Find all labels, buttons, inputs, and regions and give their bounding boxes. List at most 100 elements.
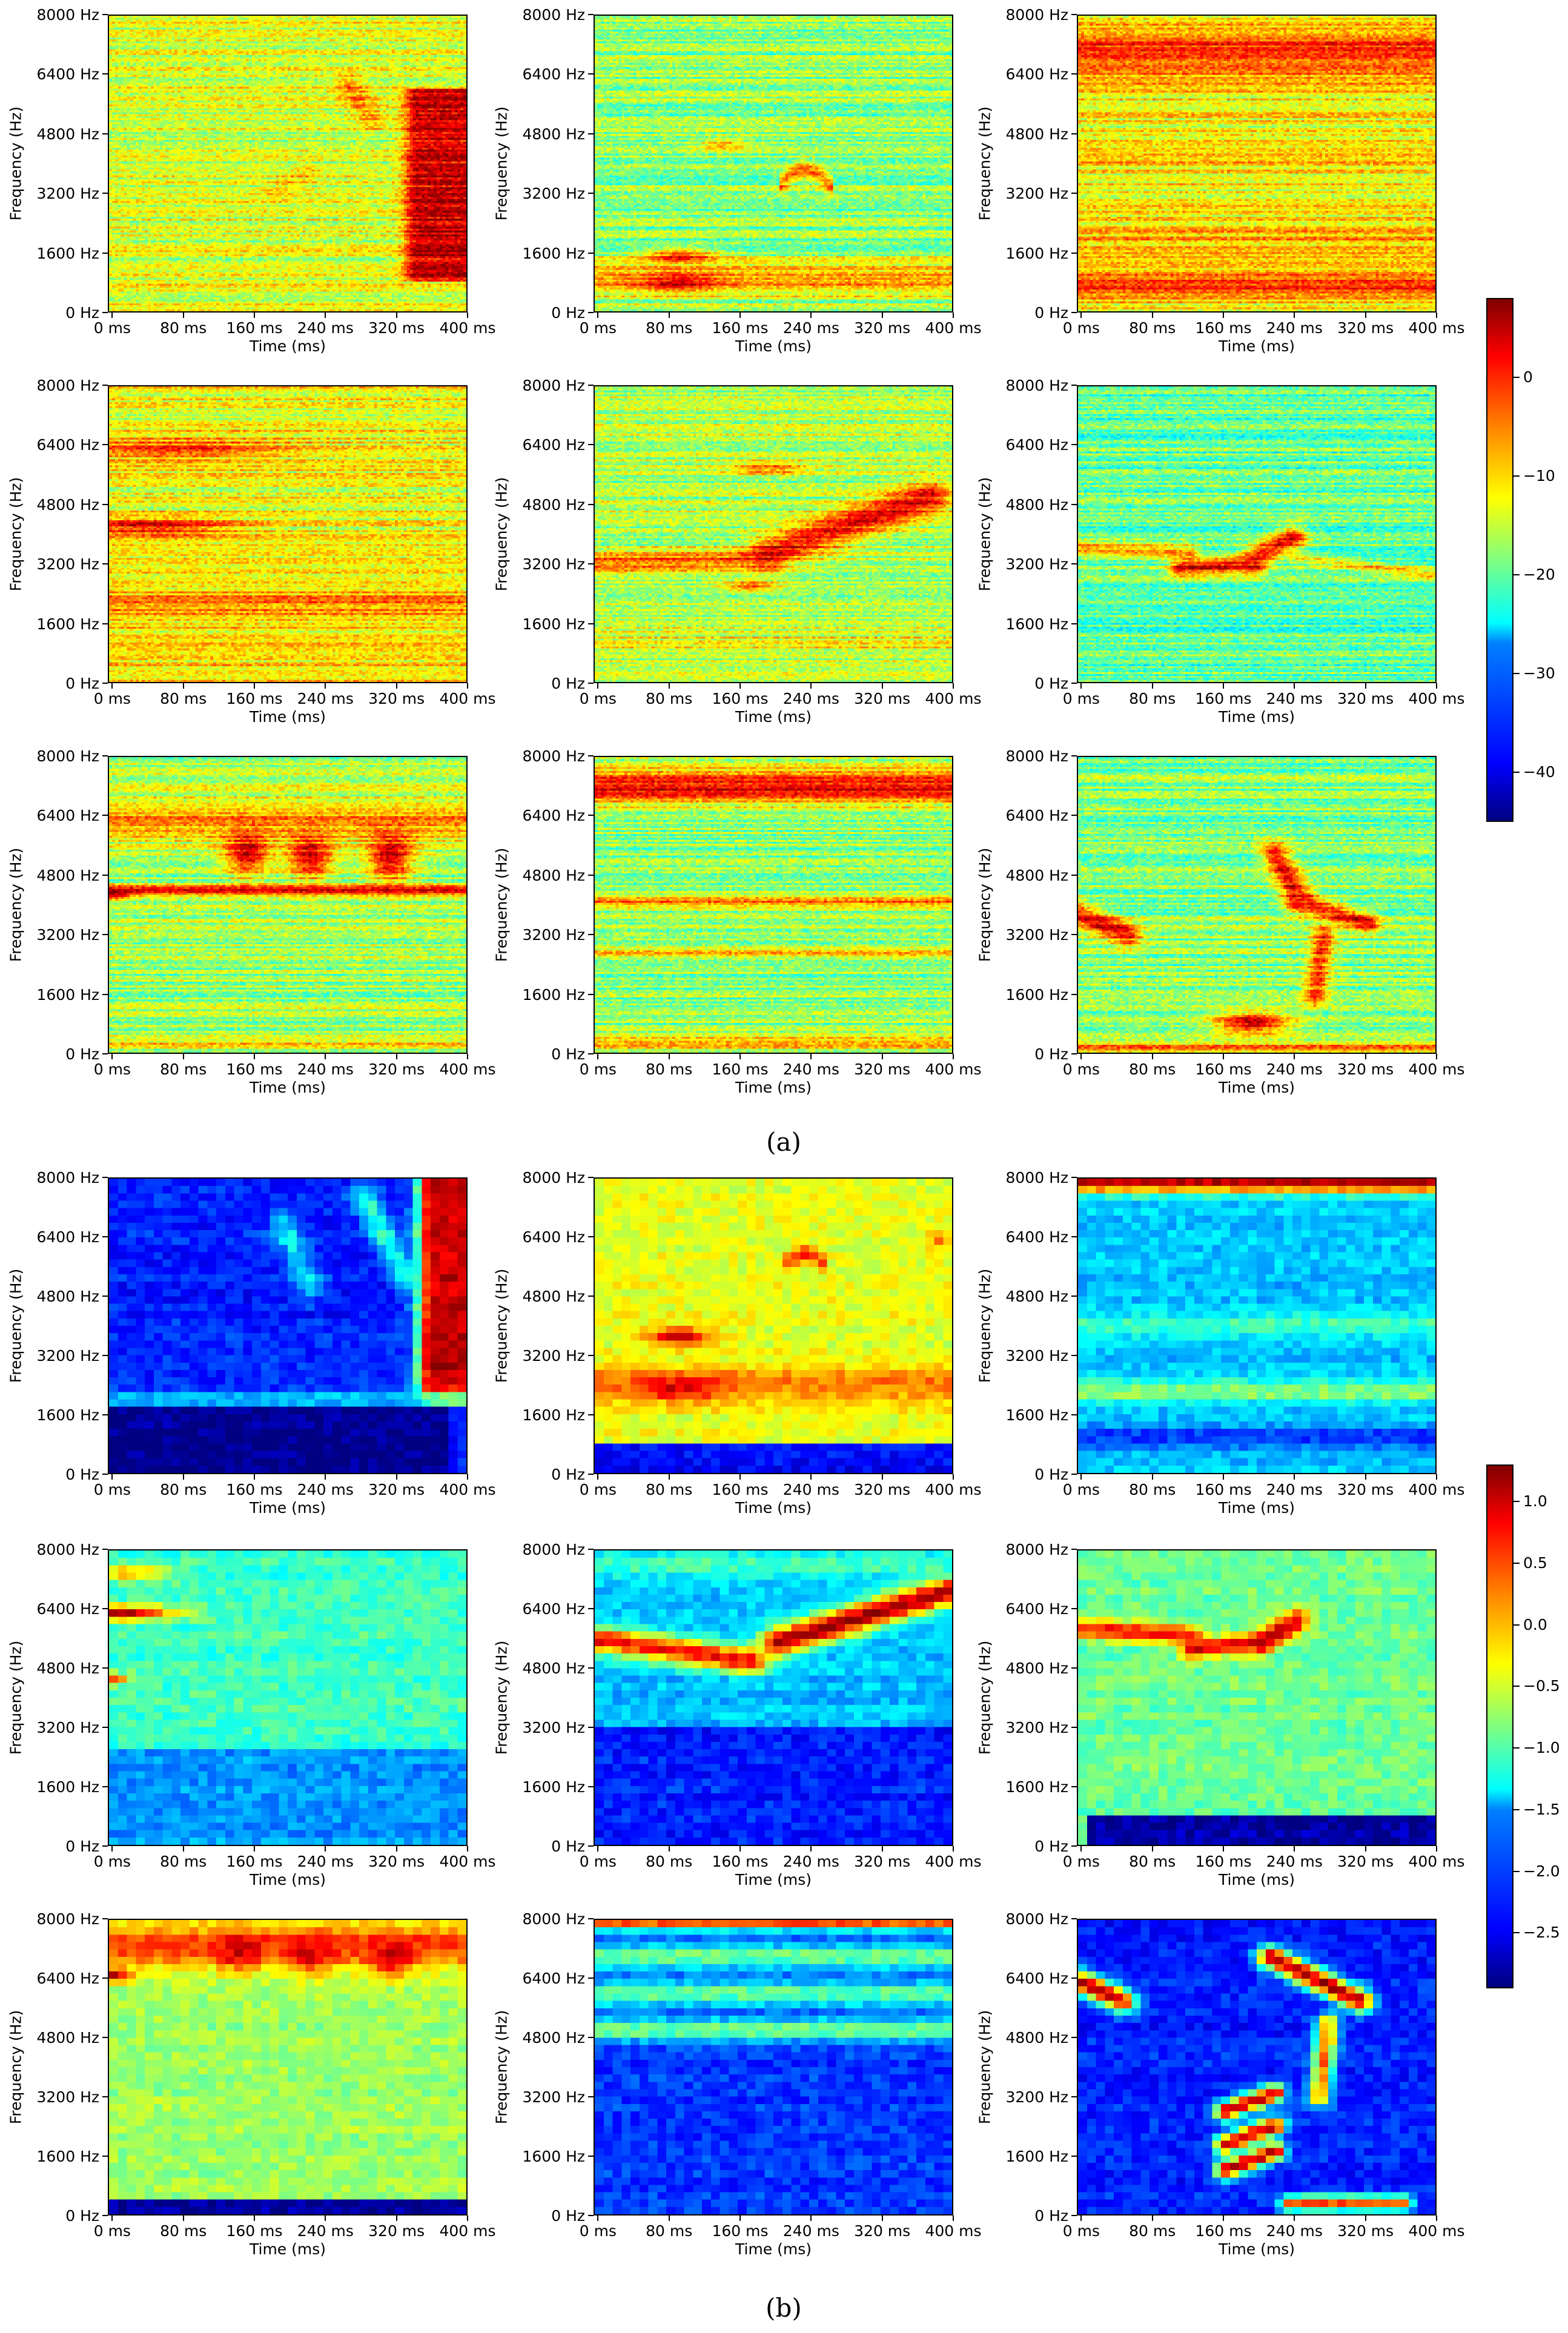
x-tick-label: 0 ms <box>93 690 131 707</box>
x-tick-mark <box>1436 683 1437 689</box>
y-tick-mark <box>588 73 594 75</box>
x-tick-label: 80 ms <box>1129 2222 1176 2240</box>
x-tick-mark <box>1080 1846 1082 1852</box>
x-tick-mark <box>597 683 599 689</box>
x-tick-label: 0 ms <box>579 2222 617 2240</box>
x-tick-label: 400 ms <box>1408 1481 1465 1498</box>
y-tick-label: 0 Hz <box>1034 2207 1068 2225</box>
x-tick-label: 400 ms <box>1408 1061 1465 1078</box>
x-axis-label: Time (ms) <box>249 1871 326 1888</box>
x-tick-label: 80 ms <box>646 319 693 337</box>
y-tick-mark <box>1071 312 1077 313</box>
x-tick-label: 240 ms <box>1266 690 1323 707</box>
y-tick-mark <box>102 2156 108 2157</box>
x-tick-label: 80 ms <box>646 2222 693 2240</box>
x-tick-label: 240 ms <box>782 319 839 337</box>
y-tick-label: 0 Hz <box>65 1045 99 1063</box>
x-tick-label: 320 ms <box>368 690 425 707</box>
x-tick-label: 160 ms <box>1195 1853 1252 1870</box>
y-tick-label: 4800 Hz <box>1005 2029 1069 2047</box>
colorbar-tick-mark <box>1513 1870 1520 1872</box>
y-tick-mark <box>1071 1977 1077 1979</box>
spectrogram-plot-b-8 <box>1077 1919 1437 2216</box>
spectrogram-plot-a-0 <box>108 15 468 313</box>
y-tick-mark <box>1071 815 1077 816</box>
y-axis-label: Frequency (Hz) <box>492 2010 511 2125</box>
y-tick-mark <box>1071 503 1077 505</box>
x-tick-mark <box>881 1474 883 1480</box>
x-axis-label: Time (ms) <box>735 2240 812 2258</box>
spectrogram-plot-a-1 <box>594 15 953 313</box>
x-tick-label: 160 ms <box>226 690 283 707</box>
y-tick-mark <box>588 2037 594 2038</box>
y-tick-mark <box>588 385 594 386</box>
x-tick-mark <box>1365 2216 1366 2221</box>
x-tick-label: 400 ms <box>925 1481 982 1498</box>
x-tick-mark <box>395 683 397 689</box>
colorbar-tick-label: −2.5 <box>1523 1924 1560 1942</box>
y-tick-label: 4800 Hz <box>1005 495 1069 514</box>
x-tick-mark <box>1365 1474 1366 1480</box>
y-tick-mark <box>1071 755 1077 756</box>
y-tick-mark <box>102 1236 108 1237</box>
x-tick-label: 160 ms <box>226 1481 283 1498</box>
y-tick-mark <box>588 934 594 936</box>
x-tick-label: 0 ms <box>1062 1061 1100 1078</box>
y-tick-label: 8000 Hz <box>1005 6 1069 24</box>
y-tick-label: 8000 Hz <box>36 1910 100 1928</box>
x-tick-mark <box>668 313 670 318</box>
x-tick-mark <box>1365 683 1366 689</box>
y-axis-label: Frequency (Hz) <box>492 477 511 592</box>
y-tick-label: 6400 Hz <box>36 436 100 454</box>
y-tick-mark <box>102 444 108 446</box>
y-axis-label: Frequency (Hz) <box>492 1268 511 1383</box>
spectrogram-heatmap-b-1 <box>595 1179 952 1473</box>
y-tick-label: 1600 Hz <box>522 244 586 262</box>
spectrogram-heatmap-a-4 <box>595 386 952 682</box>
y-tick-mark <box>1071 1667 1077 1669</box>
y-tick-mark <box>588 444 594 446</box>
x-tick-label: 160 ms <box>1195 2222 1252 2240</box>
x-tick-mark <box>881 683 883 689</box>
y-tick-label: 3200 Hz <box>36 555 100 574</box>
y-tick-label: 0 Hz <box>1034 675 1068 692</box>
x-tick-mark <box>467 1054 468 1059</box>
x-tick-label: 320 ms <box>854 1853 911 1870</box>
y-tick-label: 8000 Hz <box>522 1169 586 1186</box>
y-tick-mark <box>102 2215 108 2216</box>
x-tick-label: 320 ms <box>854 690 911 707</box>
y-tick-mark <box>102 563 108 565</box>
x-tick-mark <box>739 1846 741 1852</box>
x-tick-label: 0 ms <box>93 319 131 337</box>
x-tick-label: 400 ms <box>1408 1853 1465 1870</box>
y-tick-label: 4800 Hz <box>522 1660 586 1677</box>
y-tick-mark <box>588 2156 594 2157</box>
x-tick-mark <box>1294 1054 1295 1059</box>
y-tick-mark <box>588 2215 594 2216</box>
y-tick-mark <box>1071 2096 1077 2097</box>
x-tick-mark <box>810 1054 812 1059</box>
x-tick-mark <box>111 683 113 689</box>
y-tick-label: 8000 Hz <box>522 1910 586 1928</box>
y-axis-label: Frequency (Hz) <box>492 847 511 962</box>
x-tick-label: 240 ms <box>782 1481 839 1498</box>
y-axis-label: Frequency (Hz) <box>7 1640 25 1755</box>
x-tick-label: 400 ms <box>925 1061 982 1078</box>
x-tick-label: 0 ms <box>93 1481 131 1498</box>
y-tick-label: 1600 Hz <box>522 1778 586 1796</box>
x-tick-label: 80 ms <box>160 319 207 337</box>
y-axis-label: Frequency (Hz) <box>492 106 511 221</box>
y-tick-label: 4800 Hz <box>522 866 586 884</box>
y-axis-label: Frequency (Hz) <box>976 477 994 592</box>
x-tick-mark <box>881 1054 883 1059</box>
y-tick-mark <box>1071 1845 1077 1847</box>
x-tick-mark <box>111 313 113 318</box>
x-tick-mark <box>1436 1054 1437 1059</box>
y-tick-mark <box>588 1296 594 1297</box>
x-tick-mark <box>1151 1846 1153 1852</box>
y-tick-mark <box>588 1414 594 1415</box>
y-tick-label: 6400 Hz <box>522 1228 586 1246</box>
y-tick-mark <box>588 623 594 624</box>
y-tick-mark <box>102 815 108 816</box>
x-tick-label: 0 ms <box>1062 2222 1100 2240</box>
